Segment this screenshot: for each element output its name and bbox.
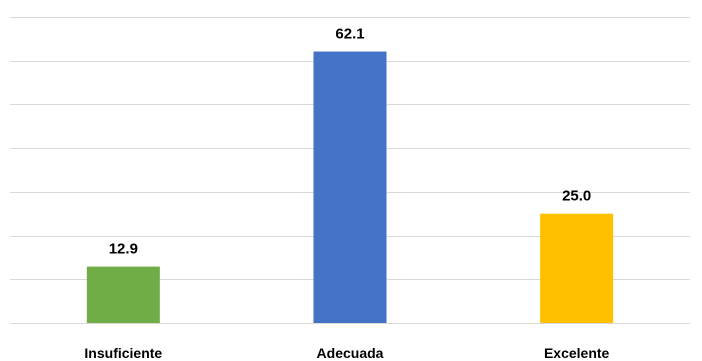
- category-label-adecuada: Adecuada: [317, 345, 384, 361]
- data-label-adecuada: 62.1: [335, 26, 364, 43]
- category-labels: Insuficiente Adecuada Excelente: [84, 345, 609, 361]
- category-label-excelente: Excelente: [544, 345, 610, 361]
- data-label-excelente: 25.0: [562, 188, 591, 205]
- bar-excelente: [540, 213, 614, 323]
- data-labels: 12.9 62.1 25.0: [109, 26, 592, 258]
- category-label-insuficiente: Insuficiente: [84, 345, 162, 361]
- bar-adecuada: [313, 51, 387, 323]
- bars: [86, 51, 614, 323]
- data-label-insuficiente: 12.9: [109, 241, 138, 258]
- bar-insuficiente: [86, 266, 160, 323]
